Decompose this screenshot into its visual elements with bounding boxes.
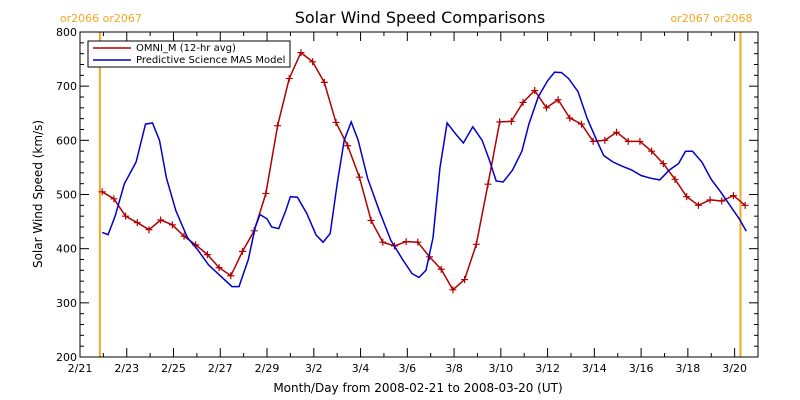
x-tick-label: 3/6 bbox=[398, 362, 416, 375]
x-tick-label: 3/12 bbox=[535, 362, 560, 375]
x-tick-label: 3/16 bbox=[629, 362, 654, 375]
omni-data-point bbox=[309, 58, 317, 66]
carrington-marker-label: or2066 or2067 bbox=[60, 12, 142, 25]
x-axis: 2/21 2/23 2/25 2/27 2/29 3/2 3/4 3/6 3/8 3/10 3/12… bbox=[68, 32, 759, 375]
omni-data-point bbox=[110, 195, 118, 203]
omni-data-point bbox=[648, 147, 656, 155]
carrington-marker-label: or2067 or2068 bbox=[670, 12, 752, 25]
y-tick-label: 300 bbox=[56, 297, 77, 310]
series-line-mas-model bbox=[101, 71, 747, 288]
omni-data-point bbox=[344, 142, 352, 150]
omni-data-point bbox=[601, 136, 609, 144]
omni-data-point bbox=[203, 251, 211, 259]
omni-data-point bbox=[262, 189, 270, 197]
legend: OMNI_M (12-hr avg) Predictive Science MA… bbox=[87, 40, 291, 68]
x-tick-label: 2/29 bbox=[255, 362, 280, 375]
y-tick-label: 700 bbox=[56, 80, 77, 93]
y-tick-label: 600 bbox=[56, 134, 77, 147]
omni-data-point bbox=[624, 137, 632, 145]
x-tick-label: 3/2 bbox=[305, 362, 323, 375]
omni-data-point bbox=[496, 118, 504, 126]
omni-data-point bbox=[461, 276, 469, 284]
y-tick-label: 400 bbox=[56, 243, 77, 256]
omni-data-point bbox=[320, 78, 328, 86]
series-layer bbox=[98, 49, 749, 294]
x-tick-label: 3/20 bbox=[722, 362, 747, 375]
omni-data-point bbox=[542, 104, 550, 112]
omni-data-point bbox=[706, 196, 714, 204]
y-tick-label: 800 bbox=[56, 26, 77, 39]
x-tick-label: 2/25 bbox=[161, 362, 186, 375]
omni-data-point bbox=[274, 122, 282, 130]
omni-data-point bbox=[449, 286, 457, 294]
y-axis-label: Solar Wind Speed (km/s) bbox=[31, 120, 45, 268]
omni-data-point bbox=[671, 175, 679, 183]
omni-data-point bbox=[484, 180, 492, 188]
omni-data-point bbox=[613, 128, 621, 136]
omni-data-point bbox=[729, 192, 737, 200]
omni-data-point bbox=[157, 216, 165, 224]
omni-data-point bbox=[741, 201, 749, 209]
omni-data-point bbox=[519, 98, 527, 106]
omni-data-point bbox=[577, 120, 585, 128]
omni-data-point bbox=[414, 238, 422, 246]
omni-data-point bbox=[683, 193, 691, 201]
x-tick-label: 2/27 bbox=[208, 362, 233, 375]
y-axis: 200 300 400 500 600 700 800 bbox=[56, 26, 758, 364]
omni-data-point bbox=[238, 247, 246, 255]
omni-data-point bbox=[437, 265, 445, 273]
x-tick-label: 3/18 bbox=[676, 362, 701, 375]
x-tick-label: 2/21 bbox=[68, 362, 93, 375]
x-tick-label: 3/14 bbox=[582, 362, 607, 375]
omni-data-point bbox=[379, 238, 387, 246]
omni-data-point bbox=[636, 137, 644, 145]
legend-label-mas-model: Predictive Science MAS Model bbox=[136, 55, 285, 66]
carrington-markers: or2066 or2067 or2067 or2068 bbox=[60, 12, 752, 357]
omni-data-point bbox=[554, 96, 562, 104]
omni-data-point bbox=[472, 240, 480, 248]
omni-data-point bbox=[402, 238, 410, 246]
omni-data-point bbox=[531, 87, 539, 94]
omni-data-point bbox=[355, 173, 363, 181]
omni-data-point bbox=[566, 114, 574, 122]
omni-data-point bbox=[98, 188, 106, 196]
omni-data-point bbox=[367, 217, 375, 224]
omni-data-point bbox=[297, 49, 305, 57]
omni-data-point bbox=[659, 160, 667, 168]
omni-data-point bbox=[215, 264, 223, 272]
omni-data-point bbox=[122, 212, 130, 220]
omni-data-point bbox=[227, 272, 235, 280]
omni-data-point bbox=[145, 226, 153, 234]
omni-data-point bbox=[133, 219, 141, 227]
omni-data-point bbox=[507, 117, 515, 125]
omni-data-point bbox=[168, 221, 176, 229]
omni-data-point bbox=[589, 137, 597, 145]
legend-label-omni: OMNI_M (12-hr avg) bbox=[136, 43, 236, 54]
omni-data-point bbox=[285, 75, 293, 83]
y-tick-label: 500 bbox=[56, 189, 77, 202]
x-tick-label: 2/23 bbox=[114, 362, 139, 375]
legend-box bbox=[87, 40, 291, 68]
x-axis-label: Month/Day from 2008-02-21 to 2008-03-20 … bbox=[273, 381, 562, 395]
chart-title: Solar Wind Speed Comparisons bbox=[295, 8, 546, 27]
x-tick-label: 3/8 bbox=[445, 362, 463, 375]
omni-data-point bbox=[694, 201, 702, 209]
x-tick-label: 3/10 bbox=[488, 362, 513, 375]
y-tick-label: 200 bbox=[56, 351, 77, 364]
omni-data-point bbox=[332, 118, 340, 126]
x-tick-label: 3/4 bbox=[352, 362, 370, 375]
omni-data-point bbox=[718, 197, 726, 205]
